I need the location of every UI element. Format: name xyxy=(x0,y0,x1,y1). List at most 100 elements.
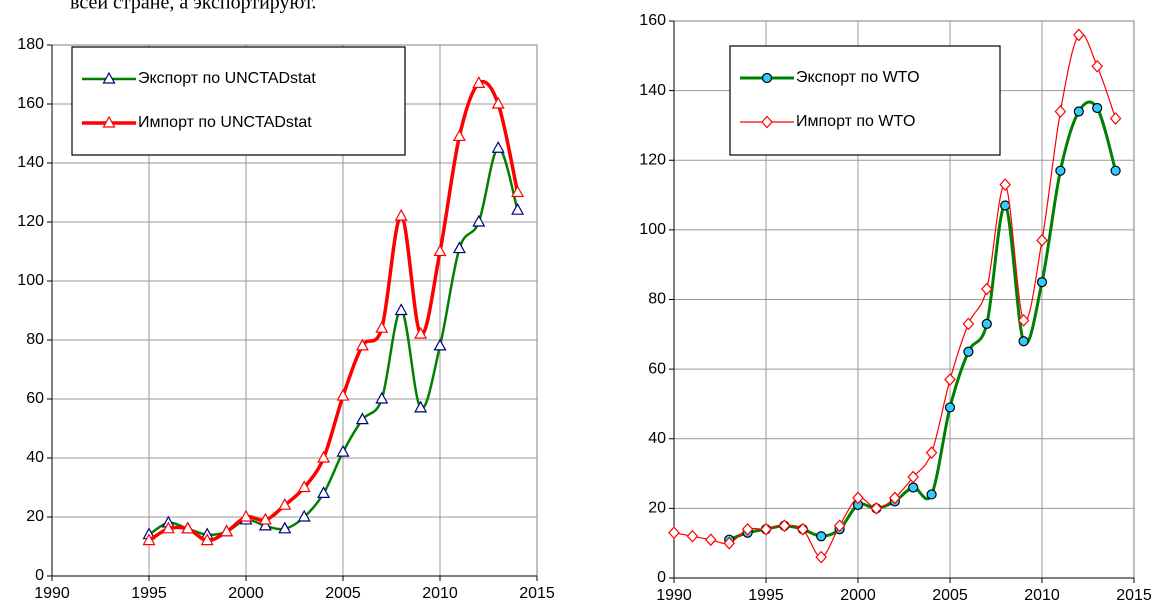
series-line xyxy=(148,146,519,537)
marker xyxy=(816,531,827,542)
marker xyxy=(472,76,486,88)
marker xyxy=(394,208,408,221)
marker xyxy=(414,400,428,413)
marker xyxy=(944,373,956,386)
y-tick-label: 0 xyxy=(35,567,44,584)
x-tick-label: 2010 xyxy=(422,585,458,602)
x-tick-label: 2015 xyxy=(1116,587,1152,604)
marker xyxy=(161,521,175,534)
x-tick-label: 1990 xyxy=(656,587,692,604)
marker xyxy=(686,529,699,543)
marker xyxy=(741,522,754,536)
y-tick-label: 80 xyxy=(26,331,44,348)
x-tick-label: 2005 xyxy=(932,587,968,604)
marker xyxy=(336,444,350,457)
marker xyxy=(375,391,389,404)
legend-box xyxy=(71,46,406,156)
marker xyxy=(297,509,311,522)
marker xyxy=(852,491,864,505)
marker xyxy=(888,491,901,505)
marker xyxy=(355,412,369,425)
marker xyxy=(980,282,993,296)
legend-marker xyxy=(102,71,116,84)
marker xyxy=(433,338,447,351)
y-tick-label: 140 xyxy=(639,82,666,99)
marker xyxy=(833,519,846,533)
marker xyxy=(452,241,466,254)
marker xyxy=(704,533,717,547)
marker xyxy=(668,526,680,540)
y-tick-label: 20 xyxy=(648,500,666,517)
x-tick-label: 1990 xyxy=(34,585,70,602)
y-tick-label: 0 xyxy=(657,569,666,586)
y-tick-label: 140 xyxy=(17,154,44,171)
marker xyxy=(926,489,937,500)
marker xyxy=(394,303,408,316)
marker xyxy=(925,446,938,460)
legend-label: Импорт по WTO xyxy=(796,113,915,130)
x-tick-label: 1995 xyxy=(131,585,167,602)
chart: 0 20 40 60 80 100 120 140 160 180 1990 1995 2000 2005… xyxy=(17,36,555,602)
chart: 0 20 40 60 80 100 120 140 160 1990 1995 2000 2005 201… xyxy=(639,12,1152,604)
marker xyxy=(1000,200,1011,211)
marker xyxy=(258,512,272,525)
marker xyxy=(908,482,919,493)
y-tick-label: 100 xyxy=(639,221,666,238)
marker xyxy=(278,497,292,510)
marker xyxy=(511,202,525,215)
y-tick-label: 20 xyxy=(26,508,44,525)
x-tick-label: 2000 xyxy=(228,585,264,602)
y-tick-label: 60 xyxy=(26,390,44,407)
y-tick-label: 40 xyxy=(26,449,44,466)
marker xyxy=(1072,28,1085,42)
marker xyxy=(491,141,505,153)
legend-label: Экспорт по UNCTADstat xyxy=(138,70,316,87)
marker xyxy=(200,533,214,546)
y-tick-label: 40 xyxy=(648,430,666,447)
y-tick-label: 60 xyxy=(648,360,666,377)
legend-marker xyxy=(761,72,773,84)
x-tick-label: 1995 xyxy=(748,587,784,604)
marker xyxy=(258,518,272,531)
marker xyxy=(511,185,525,198)
marker xyxy=(723,536,736,550)
marker xyxy=(1055,165,1066,176)
marker xyxy=(220,524,234,537)
legend-label: Экспорт по WTO xyxy=(796,69,920,86)
marker xyxy=(1054,105,1067,118)
marker xyxy=(181,521,195,534)
caption: всей стране, а экспортируют. xyxy=(70,0,316,14)
marker xyxy=(778,519,791,533)
marker xyxy=(317,450,331,463)
marker xyxy=(317,486,331,498)
legend-marker xyxy=(761,115,773,129)
marker xyxy=(1091,59,1104,73)
marker xyxy=(1073,106,1084,117)
marker xyxy=(433,244,447,257)
y-tick-label: 120 xyxy=(639,151,666,168)
marker xyxy=(1110,165,1121,176)
x-tick-label: 2000 xyxy=(840,587,876,604)
marker xyxy=(815,550,828,564)
legend-box xyxy=(729,45,1001,156)
marker xyxy=(1018,336,1029,347)
marker xyxy=(796,522,809,536)
legend-marker xyxy=(102,115,116,128)
y-tick-label: 160 xyxy=(17,95,44,112)
marker xyxy=(870,501,883,515)
legend-label: Импорт по UNCTADstat xyxy=(138,114,312,131)
marker xyxy=(944,402,956,413)
marker xyxy=(962,317,975,331)
marker xyxy=(963,346,974,357)
marker xyxy=(278,521,292,534)
marker xyxy=(452,129,466,142)
marker xyxy=(907,470,920,484)
y-tick-label: 180 xyxy=(17,36,44,53)
y-tick-label: 80 xyxy=(648,291,666,308)
marker xyxy=(414,326,428,339)
marker xyxy=(1036,276,1048,288)
marker xyxy=(760,522,772,536)
marker xyxy=(472,214,486,227)
